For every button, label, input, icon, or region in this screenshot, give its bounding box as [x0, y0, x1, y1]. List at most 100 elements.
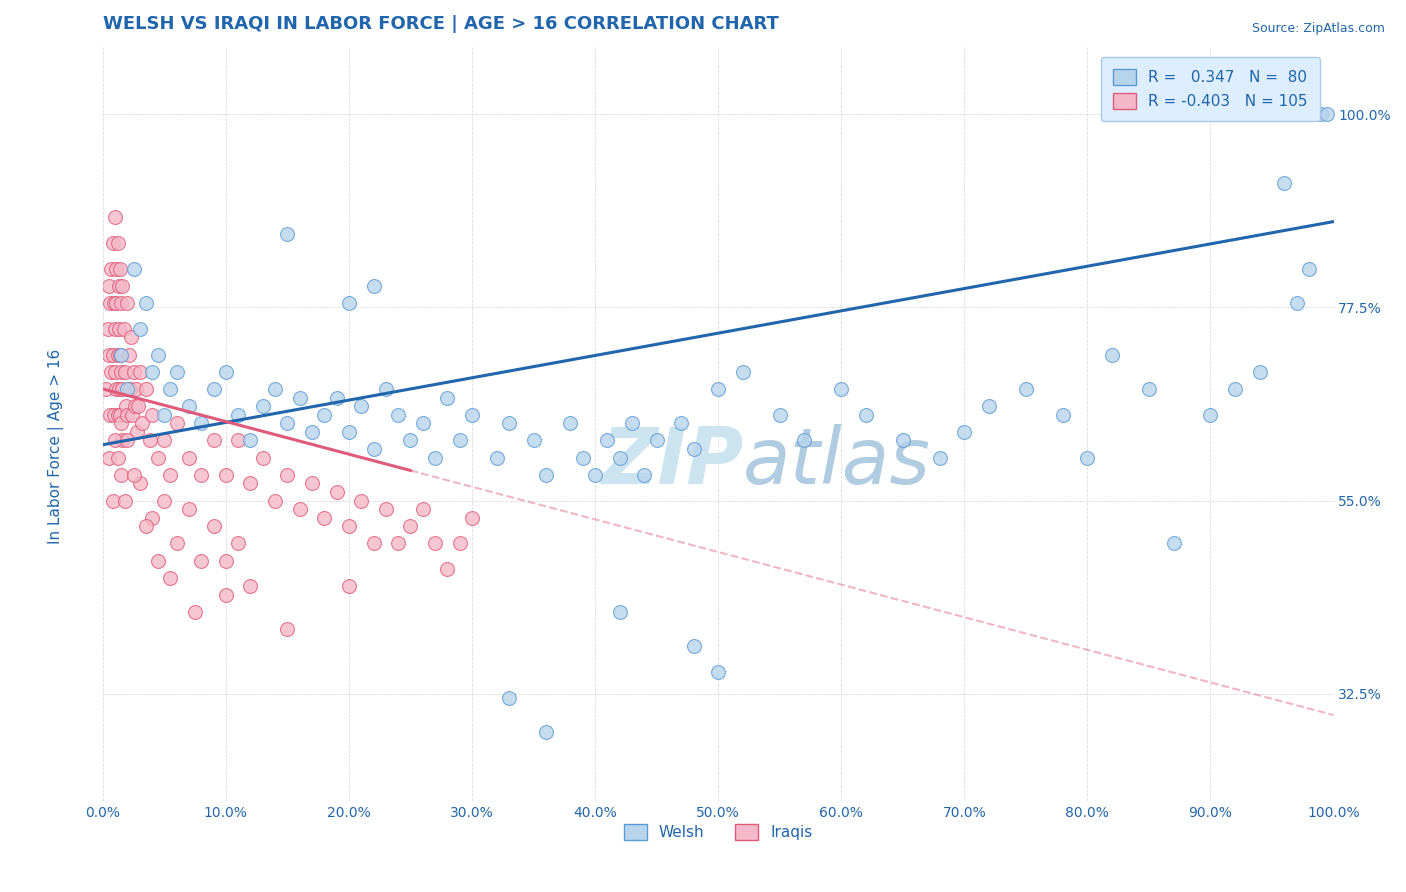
Point — [350, 493, 373, 508]
Point — [449, 434, 471, 448]
Point — [1199, 408, 1222, 422]
Point — [111, 279, 134, 293]
Point — [264, 382, 287, 396]
Point — [387, 536, 409, 550]
Point — [202, 382, 225, 396]
Point — [125, 382, 148, 396]
Point — [498, 690, 520, 705]
Point — [110, 348, 132, 362]
Point — [485, 450, 508, 465]
Point — [891, 434, 914, 448]
Point — [449, 536, 471, 550]
Point — [731, 365, 754, 379]
Point — [159, 467, 181, 482]
Point — [177, 450, 200, 465]
Text: Source: ZipAtlas.com: Source: ZipAtlas.com — [1251, 22, 1385, 36]
Point — [101, 493, 124, 508]
Point — [830, 382, 852, 396]
Point — [166, 536, 188, 550]
Text: atlas: atlas — [742, 424, 931, 500]
Point — [105, 382, 128, 396]
Point — [436, 391, 458, 405]
Point — [560, 417, 582, 431]
Point — [522, 434, 544, 448]
Point — [239, 434, 262, 448]
Point — [1163, 536, 1185, 550]
Point — [953, 425, 976, 439]
Point — [215, 467, 238, 482]
Point — [498, 417, 520, 431]
Point — [107, 235, 129, 250]
Text: In Labor Force | Age > 16: In Labor Force | Age > 16 — [48, 349, 65, 543]
Point — [153, 434, 176, 448]
Point — [190, 467, 212, 482]
Point — [117, 382, 139, 396]
Point — [1316, 107, 1339, 121]
Point — [301, 425, 323, 439]
Point — [337, 296, 360, 310]
Point — [153, 493, 176, 508]
Point — [166, 365, 188, 379]
Point — [363, 442, 385, 456]
Point — [928, 450, 950, 465]
Point — [423, 450, 446, 465]
Point — [1249, 365, 1271, 379]
Point — [108, 261, 131, 276]
Point — [461, 408, 484, 422]
Point — [363, 536, 385, 550]
Point — [100, 261, 122, 276]
Point — [621, 417, 644, 431]
Point — [107, 382, 129, 396]
Point — [399, 434, 422, 448]
Point — [202, 519, 225, 533]
Point — [461, 510, 484, 524]
Point — [101, 348, 124, 362]
Point — [148, 450, 170, 465]
Point — [100, 365, 122, 379]
Point — [122, 365, 145, 379]
Point — [159, 571, 181, 585]
Point — [141, 510, 163, 524]
Point — [1310, 107, 1333, 121]
Point — [325, 391, 347, 405]
Point — [135, 296, 157, 310]
Point — [111, 434, 134, 448]
Point — [1223, 382, 1246, 396]
Point — [110, 417, 132, 431]
Point — [107, 450, 129, 465]
Point — [226, 536, 249, 550]
Point — [1272, 176, 1295, 190]
Point — [314, 408, 336, 422]
Point — [177, 502, 200, 516]
Point — [769, 408, 792, 422]
Point — [387, 408, 409, 422]
Point — [226, 408, 249, 422]
Point — [1076, 450, 1098, 465]
Point — [215, 553, 238, 567]
Point — [107, 348, 129, 362]
Point — [127, 425, 149, 439]
Point — [117, 348, 139, 362]
Point — [104, 434, 127, 448]
Point — [121, 408, 143, 422]
Point — [215, 588, 238, 602]
Point — [104, 365, 127, 379]
Point — [118, 382, 141, 396]
Point — [337, 425, 360, 439]
Point — [135, 519, 157, 533]
Point — [855, 408, 877, 422]
Point — [707, 382, 730, 396]
Point — [412, 502, 434, 516]
Point — [148, 553, 170, 567]
Point — [534, 467, 557, 482]
Point — [202, 434, 225, 448]
Point — [276, 417, 298, 431]
Point — [103, 296, 125, 310]
Point — [1137, 382, 1160, 396]
Point — [153, 408, 176, 422]
Point — [112, 322, 135, 336]
Point — [1052, 408, 1074, 422]
Point — [374, 382, 396, 396]
Point — [645, 434, 668, 448]
Point — [288, 391, 311, 405]
